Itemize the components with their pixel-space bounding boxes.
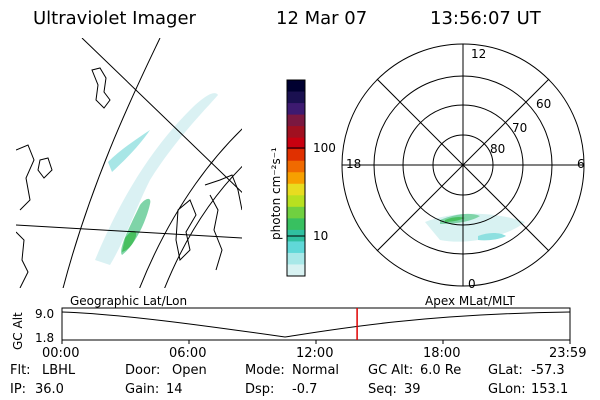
info-ip-value: 36.0 — [35, 382, 64, 397]
colorbar-segment — [287, 206, 305, 219]
colorbar-segment — [287, 172, 305, 185]
timeline-left-label: Geographic Lat/Lon — [70, 294, 188, 308]
info-gcalt-value: 6.0 Re — [420, 363, 462, 378]
polar-lat-70: 70 — [512, 121, 528, 135]
timeline-ymin: 1.8 — [35, 331, 55, 345]
info-door-label: Door: — [125, 363, 161, 378]
colorbar-segment — [287, 195, 305, 208]
info-dsp-value: -0.7 — [292, 382, 318, 397]
info-flt-value: LBHL — [42, 363, 76, 378]
instrument-title: Ultraviolet Imager — [33, 8, 196, 29]
timeline-tick-0: 00:00 — [42, 346, 80, 361]
timeline-tick-2: 12:00 — [296, 346, 334, 361]
colorbar-segment — [287, 80, 305, 93]
colorbar-segment — [287, 241, 305, 254]
info-mode-value: Normal — [292, 363, 340, 378]
colorbar-segment — [287, 103, 305, 116]
colorbar-segment — [287, 218, 305, 231]
info-gcalt-label: GC Alt: — [368, 363, 414, 378]
colorbar-segment — [287, 91, 305, 104]
info-glon-value: 153.1 — [531, 382, 569, 397]
polar-label-12: 12 — [471, 47, 487, 61]
polar-label-0: 0 — [468, 277, 476, 291]
info-glat-label: GLat: — [488, 363, 523, 378]
timeline-tick-3: 18:00 — [423, 346, 461, 361]
colorbar-tick-100: 100 — [313, 141, 336, 155]
timeline-tick-1: 06:00 — [169, 346, 207, 361]
info-mode-label: Mode: — [245, 363, 285, 378]
colorbar-segment — [287, 114, 305, 127]
timeline-ymax: 9.0 — [35, 307, 55, 321]
info-ip-label: IP: — [10, 382, 27, 397]
colorbar-segment — [287, 137, 305, 150]
info-dsp-label: Dsp: — [245, 382, 275, 397]
colorbar-segment — [287, 126, 305, 139]
polar-label-18: 18 — [346, 157, 362, 171]
timeline-right-label: Apex MLat/MLT — [425, 294, 515, 308]
colorbar-segment — [287, 149, 305, 162]
info-seq-value: 39 — [404, 382, 421, 397]
colorbar-tick-10: 10 — [313, 229, 329, 243]
info-seq-label: Seq: — [368, 382, 397, 397]
colorbar-segment — [287, 183, 305, 196]
info-flt-label: Flt: — [10, 363, 31, 378]
polar-label-6: 6 — [577, 157, 585, 171]
polar-lat-80: 80 — [490, 142, 506, 156]
info-gain-value: 14 — [166, 382, 183, 397]
timeline-tick-4: 23:59 — [549, 346, 587, 361]
colorbar-segment — [287, 160, 305, 173]
time-label: 13:56:07 UT — [430, 8, 541, 29]
polar-lat-60: 60 — [536, 97, 552, 111]
date-label: 12 Mar 07 — [276, 8, 368, 29]
info-door-value: Open — [172, 363, 207, 378]
info-glat-value: -57.3 — [531, 363, 565, 378]
info-glon-label: GLon: — [488, 382, 526, 397]
info-gain-label: Gain: — [125, 382, 160, 397]
colorbar-segment — [287, 252, 305, 265]
colorbar-segment — [287, 264, 305, 277]
